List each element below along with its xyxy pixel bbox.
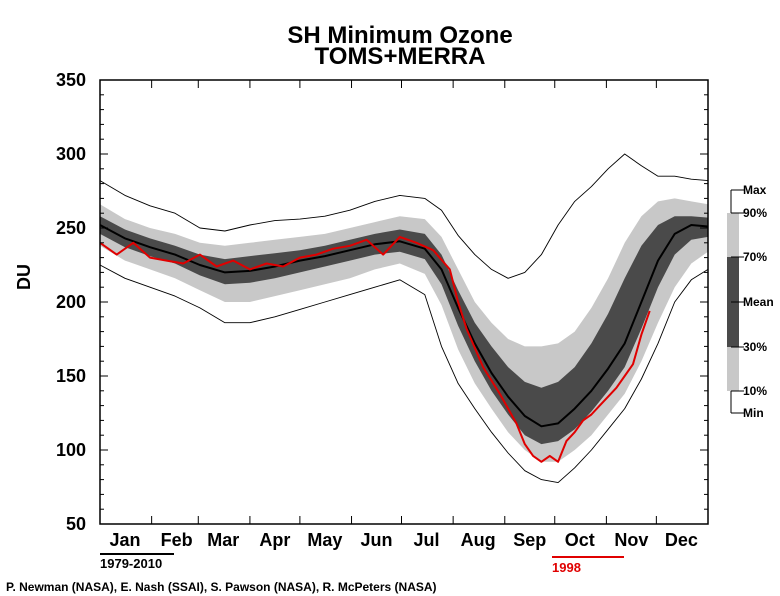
legend-label: 90% [743,206,767,220]
legend-label: 30% [743,340,767,354]
y-tick-label: 200 [56,292,86,312]
legend-label: Min [743,406,764,420]
legend-label: 10% [743,384,767,398]
y-tick-label: 300 [56,144,86,164]
chart-title: SH Minimum Ozone [287,22,513,49]
mean-line [99,224,709,428]
x-tick-label: Apr [259,530,290,550]
chart-subtitle: TOMS+MERRA [314,43,486,70]
x-tick-label: May [307,530,342,550]
x-tick-label: Sep [513,530,546,550]
min-line [99,264,709,484]
x-tick-label: Jul [413,530,439,550]
y-tick-label: 250 [56,218,86,238]
climatology-underline [100,553,174,555]
axes: 50 100 150 200 250 300 350 Jan Feb Mar Apr May Jun Ju… [56,70,709,550]
highlight-1998-line [99,235,651,463]
y-tick-label: 150 [56,366,86,386]
highlight-year: 1998 [552,560,581,575]
highlight-underline [552,556,624,558]
x-tick-label: Dec [665,530,698,550]
y-tick-label: 350 [56,70,86,90]
percentile-bands [100,198,708,462]
legend-label: Max [743,183,767,197]
climatology-period: 1979-2010 [100,556,163,571]
x-tick-label: Feb [161,530,193,550]
legend-label: Mean [743,295,774,309]
legend: Max 90% 70% Mean 30% 10% Min [727,183,774,420]
band-30-70 [100,216,708,445]
series-lines [99,153,709,484]
x-tick-label: Jan [109,530,140,550]
max-line [99,153,709,279]
y-tick-label: 100 [56,440,86,460]
legend-label: 70% [743,250,767,264]
x-tick-label: Mar [207,530,239,550]
x-tick-label: Nov [614,530,648,550]
credits: P. Newman (NASA), E. Nash (SSAI), S. Paw… [6,580,437,594]
x-tick-label: Oct [565,530,595,550]
y-tick-label: 50 [66,514,86,534]
x-tick-label: Jun [361,530,393,550]
x-tick-label: Aug [461,530,496,550]
